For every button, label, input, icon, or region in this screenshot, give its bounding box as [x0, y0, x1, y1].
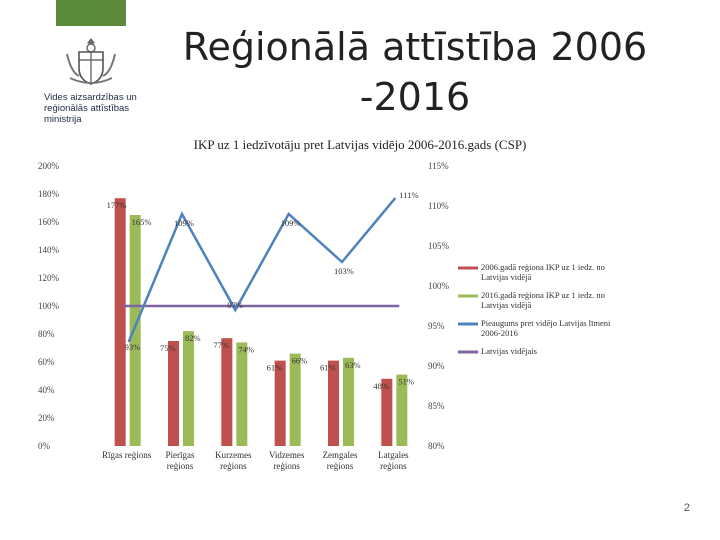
chart-title: IKP uz 1 iedzīvotāju pret Latvijas vidēj… [194, 137, 527, 152]
category-label-4: Zemgales reģions [323, 450, 358, 471]
bar-2016-3 [289, 353, 301, 446]
bar-2016-4 [343, 357, 354, 446]
bar-label-2016-1: 82% [185, 333, 201, 343]
y2-tick-label-110: 110% [428, 201, 449, 211]
bar-2006-2 [221, 338, 233, 446]
category-labels: Rīgas reģions Pierīgas reģions Kurzemes reģi… [102, 450, 409, 471]
growth-label-3: 109% [281, 218, 301, 228]
y2-tick-label-80: 80% [428, 441, 445, 451]
y-tick-label-180: 180% [38, 189, 60, 199]
bar-2006-3 [274, 360, 286, 446]
legend-label-0: 2006.gadā reģiona IKP uz 1 iedz. no Latvi… [481, 262, 605, 282]
y2-tick-label-115: 115% [428, 161, 449, 171]
ministry-name: Vides aizsardzības un reģionālās attīstī… [44, 92, 137, 125]
y-axis-right: 80% 85% 90% 95% 100% 105% 110% 115% [428, 161, 450, 451]
y2-tick-label-95: 95% [428, 321, 445, 331]
bar-label-2016-4: 63% [345, 360, 361, 370]
bar-label-2016-2: 74% [238, 344, 254, 354]
category-label-3: Vidzemes reģions [269, 450, 305, 471]
bar-label-2016-3: 66% [292, 356, 308, 366]
legend-label-3: Latvijas vidējais [481, 346, 537, 356]
bar-label-2016-5: 51% [398, 377, 414, 387]
legend: 2006.gadā reģiona IKP uz 1 iedz. no Latvi… [458, 262, 611, 356]
y-tick-label-160: 160% [38, 217, 60, 227]
bar-label-2006-2: 77% [213, 340, 229, 350]
y-tick-label-60: 60% [38, 357, 55, 367]
bar-2006-5 [381, 378, 393, 446]
y-tick-label-120: 120% [38, 273, 60, 283]
bar-2006-4 [328, 360, 339, 446]
bar-label-2006-4: 61% [320, 363, 336, 373]
bar-label-2006-0: 177% [107, 200, 127, 210]
bar-2006-0 [114, 198, 126, 446]
y-tick-label-80: 80% [38, 329, 55, 339]
brand-bar [56, 0, 126, 26]
slide-title: Reģionālā attīstība 2006 -2016 [182, 25, 648, 119]
growth-label-4: 103% [334, 266, 354, 276]
growth-label-1: 109% [174, 218, 194, 228]
bar-2016-1 [183, 331, 194, 446]
growth-line-group: 93% 109% 97% 109% 103% 111% [125, 190, 419, 352]
y-tick-label-100: 100% [38, 301, 60, 311]
gdp-chart: IKP uz 1 iedzīvotāju pret Latvijas vidēj… [38, 137, 611, 471]
category-label-2: Kurzemes reģions [215, 450, 252, 471]
growth-label-2: 97% [227, 300, 243, 310]
bar-2016-2 [236, 342, 248, 446]
bar-2016-0 [129, 215, 141, 446]
growth-label-0: 93% [125, 342, 141, 352]
category-label-5: Latgales reģions [378, 450, 409, 471]
bar-label-2006-1: 75% [160, 343, 176, 353]
bar-label-2006-5: 48% [373, 381, 389, 391]
legend-label-2: Pieaugums pret vidējo Latvijas līmeni 200… [481, 318, 611, 338]
bar-label-2006-3: 61% [267, 363, 283, 373]
bar-label-2016-0: 165% [132, 217, 152, 227]
y2-tick-label-90: 90% [428, 361, 445, 371]
legend-label-1: 2016.gadā reģiona IKP uz 1 iedz. no Latvi… [481, 290, 605, 310]
page-number: 2 [683, 502, 690, 514]
bar-2016-5 [396, 374, 408, 446]
y-tick-label-200: 200% [38, 161, 60, 171]
y-axis-left: 0% 20% 40% 60% 80% 100% 120% 140% 160% 180% 200% [38, 161, 60, 451]
bars-group: 177% 75% 77% 61% 61% 48% 165% 82% 74% 66% 63% 51% [107, 198, 414, 446]
y-tick-label-40: 40% [38, 385, 55, 395]
growth-label-5: 111% [399, 190, 418, 200]
y2-tick-label-105: 105% [428, 241, 450, 251]
y2-tick-label-85: 85% [428, 401, 445, 411]
category-label-1: Pierīgas reģions [166, 450, 195, 471]
bar-2006-1 [168, 341, 179, 446]
y-tick-label-0: 0% [38, 441, 51, 451]
coat-of-arms-icon [66, 38, 116, 85]
ministry-logo: Vides aizsardzības un reģionālās attīstī… [44, 34, 144, 125]
y2-tick-label-100: 100% [428, 281, 450, 291]
y-tick-label-20: 20% [38, 413, 55, 423]
growth-line [127, 197, 397, 343]
category-label-0: Rīgas reģions [102, 450, 152, 460]
y-tick-label-140: 140% [38, 245, 60, 255]
